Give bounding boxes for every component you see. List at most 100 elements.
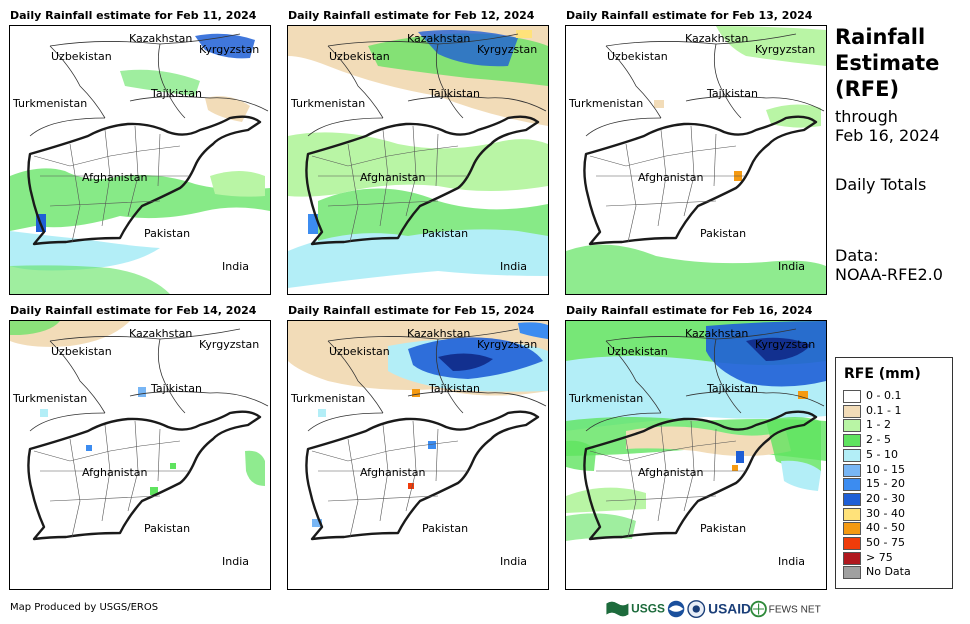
fews-net-logo: FEWS NET: [750, 600, 821, 618]
country-label-uzbekistan: Uzbekistan: [329, 50, 390, 63]
noaa-logo: [667, 600, 685, 618]
legend-swatch: [843, 522, 861, 536]
panel-title-feb11: Daily Rainfall estimate for Feb 11, 2024: [10, 9, 257, 22]
country-label-kazakhstan: Kazakhstan: [407, 32, 471, 45]
country-label-india: India: [222, 555, 249, 568]
partner-logos: USGS USAID FEWS NET: [606, 600, 821, 618]
country-label-india: India: [500, 555, 527, 568]
country-label-pakistan: Pakistan: [422, 522, 469, 535]
country-label-pakistan: Pakistan: [144, 522, 191, 535]
country-label-turkmenistan: Turkmenistan: [13, 392, 88, 405]
country-label-pakistan: Pakistan: [700, 522, 747, 535]
country-label-tajikistan: Tajikistan: [151, 87, 202, 100]
legend-label: 50 - 75: [866, 536, 905, 549]
title-line-3: (RFE): [835, 77, 900, 101]
country-label-india: India: [500, 260, 527, 273]
fews-net-logo-text: FEWS NET: [769, 605, 821, 616]
legend-swatch: [843, 463, 861, 477]
rainfall-map-feb12: [287, 25, 549, 295]
legend-label: 40 - 50: [866, 521, 905, 535]
country-label-tajikistan: Tajikistan: [151, 382, 202, 395]
map-credit: Map Produced by USGS/EROS: [10, 602, 159, 613]
legend-label: 30 - 40: [866, 506, 905, 520]
legend-label: 10 - 15: [866, 462, 905, 476]
country-label-uzbekistan: Uzbekistan: [329, 345, 390, 358]
legend-label: No Data: [866, 565, 911, 579]
country-label-afghanistan: Afghanistan: [82, 466, 148, 479]
country-label-uzbekistan: Uzbekistan: [607, 50, 668, 63]
map-title: Rainfall Estimate (RFE): [835, 24, 939, 102]
panel-title-feb12: Daily Rainfall estimate for Feb 12, 2024: [288, 9, 535, 22]
country-label-tajikistan: Tajikistan: [429, 87, 480, 100]
legend-label: 1 - 2: [866, 418, 891, 432]
rainfall-map-feb15: [287, 320, 549, 590]
legend-swatch: [843, 434, 861, 448]
legend-label: 15 - 20: [866, 477, 905, 491]
legend-swatch: [843, 478, 861, 492]
country-label-afghanistan: Afghanistan: [638, 466, 704, 479]
rainfall-map-feb13: [565, 25, 827, 295]
doi-logo: [687, 600, 706, 618]
title-line-1: Rainfall: [835, 25, 926, 49]
country-label-afghanistan: Afghanistan: [360, 466, 426, 479]
through-label: through: [835, 107, 898, 126]
country-label-uzbekistan: Uzbekistan: [607, 345, 668, 358]
country-label-kyrgyzstan: Kyrgyzstan: [199, 338, 260, 351]
legend-swatch: [843, 404, 861, 418]
country-label-india: India: [778, 555, 805, 568]
country-label-kyrgyzstan: Kyrgyzstan: [755, 338, 816, 351]
daily-totals-label: Daily Totals: [835, 175, 927, 194]
country-label-kazakhstan: Kazakhstan: [685, 32, 749, 45]
rainfall-map-feb11: [9, 25, 271, 295]
country-label-kazakhstan: Kazakhstan: [129, 327, 193, 340]
legend-label: > 75: [866, 550, 893, 564]
country-label-turkmenistan: Turkmenistan: [569, 97, 644, 110]
country-label-pakistan: Pakistan: [700, 227, 747, 240]
panel-title-feb15: Daily Rainfall estimate for Feb 15, 2024: [288, 304, 535, 317]
usgs-logo: USGS: [606, 601, 665, 617]
usgs-logo-text: USGS: [631, 602, 665, 616]
data-source: NOAA-RFE2.0: [835, 265, 943, 284]
legend-label: 2 - 5: [866, 433, 891, 447]
legend-swatch: [843, 492, 861, 506]
country-label-afghanistan: Afghanistan: [82, 171, 148, 184]
country-label-uzbekistan: Uzbekistan: [51, 50, 112, 63]
legend-label: 5 - 10: [866, 447, 898, 461]
country-label-uzbekistan: Uzbekistan: [51, 345, 112, 358]
legend-swatch: [843, 448, 861, 462]
country-label-kyrgyzstan: Kyrgyzstan: [477, 43, 538, 56]
country-label-kyrgyzstan: Kyrgyzstan: [199, 43, 260, 56]
rainfall-map-feb16: [565, 320, 827, 590]
country-label-pakistan: Pakistan: [422, 227, 469, 240]
country-label-kyrgyzstan: Kyrgyzstan: [755, 43, 816, 56]
country-label-turkmenistan: Turkmenistan: [291, 392, 366, 405]
country-label-india: India: [222, 260, 249, 273]
country-label-kyrgyzstan: Kyrgyzstan: [477, 338, 538, 351]
usaid-logo-text: USAID: [708, 602, 751, 617]
country-label-tajikistan: Tajikistan: [429, 382, 480, 395]
through-date: Feb 16, 2024: [835, 126, 940, 145]
country-label-tajikistan: Tajikistan: [707, 87, 758, 100]
legend-label: 0.1 - 1: [866, 403, 902, 417]
legend-swatch: [843, 419, 861, 433]
data-label: Data:: [835, 246, 879, 265]
legend-swatch: [843, 507, 861, 521]
legend-swatch: [843, 390, 861, 403]
country-label-afghanistan: Afghanistan: [360, 171, 426, 184]
country-label-turkmenistan: Turkmenistan: [13, 97, 88, 110]
rainfall-map-feb14: [9, 320, 271, 590]
legend-title: RFE (mm): [844, 366, 921, 382]
panel-title-feb16: Daily Rainfall estimate for Feb 16, 2024: [566, 304, 813, 317]
country-label-kazakhstan: Kazakhstan: [129, 32, 193, 45]
legend-label: 20 - 30: [866, 491, 905, 505]
legend-swatch: [843, 566, 861, 580]
country-label-turkmenistan: Turkmenistan: [569, 392, 644, 405]
country-label-tajikistan: Tajikistan: [707, 382, 758, 395]
legend-label: 0 - 0.1: [866, 389, 902, 402]
panel-title-feb14: Daily Rainfall estimate for Feb 14, 2024: [10, 304, 257, 317]
country-label-kazakhstan: Kazakhstan: [685, 327, 749, 340]
country-label-afghanistan: Afghanistan: [638, 171, 704, 184]
legend-swatch: [843, 537, 861, 550]
usaid-logo: USAID: [708, 602, 751, 617]
